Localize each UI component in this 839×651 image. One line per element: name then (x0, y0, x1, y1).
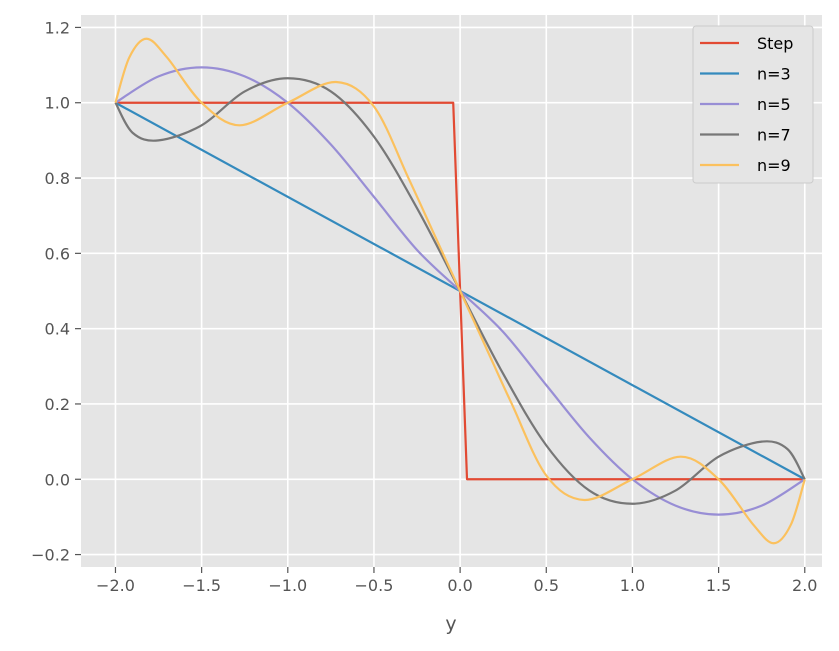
x-axis-label: y (445, 613, 456, 635)
y-tick-label: 0.2 (45, 395, 70, 414)
series-lines (114, 37, 806, 545)
x-tick-label: 2.0 (792, 576, 817, 595)
legend-label: n=5 (757, 95, 791, 114)
y-tick-label: −0.2 (31, 546, 70, 565)
x-axis: −2.0 −1.5 −1.0 −0.5 0.0 0.5 1.0 1.5 2.0 (96, 567, 817, 595)
y-tick-label: 1.2 (45, 18, 70, 37)
x-tick-label: 1.5 (706, 576, 731, 595)
y-tick-label: 0.6 (45, 244, 70, 263)
x-tick-label: −1.0 (268, 576, 307, 595)
x-tick-label: 1.0 (620, 576, 645, 595)
y-tick-label: 1.0 (45, 94, 70, 113)
x-tick-label: −2.0 (96, 576, 135, 595)
x-tick-label: 0.0 (447, 576, 472, 595)
x-tick-label: 0.5 (534, 576, 559, 595)
legend-box (692, 25, 814, 184)
legend-label: n=7 (757, 126, 791, 145)
x-tick-label: −0.5 (355, 576, 394, 595)
y-axis: −0.2 0.0 0.2 0.4 0.6 0.8 1.0 1.2 (31, 18, 81, 565)
y-tick-label: 0.0 (45, 470, 70, 489)
y-tick-label: 0.4 (45, 320, 70, 339)
legend-label: n=3 (757, 65, 791, 84)
series-line-n-9 (114, 37, 806, 545)
legend-label: Step (757, 34, 793, 53)
x-tick-label: −1.5 (182, 576, 221, 595)
y-tick-label: 0.8 (45, 169, 70, 188)
legend: Step n=3 n=5 n=7 n=9 (692, 25, 814, 184)
legend-label: n=9 (757, 156, 791, 175)
